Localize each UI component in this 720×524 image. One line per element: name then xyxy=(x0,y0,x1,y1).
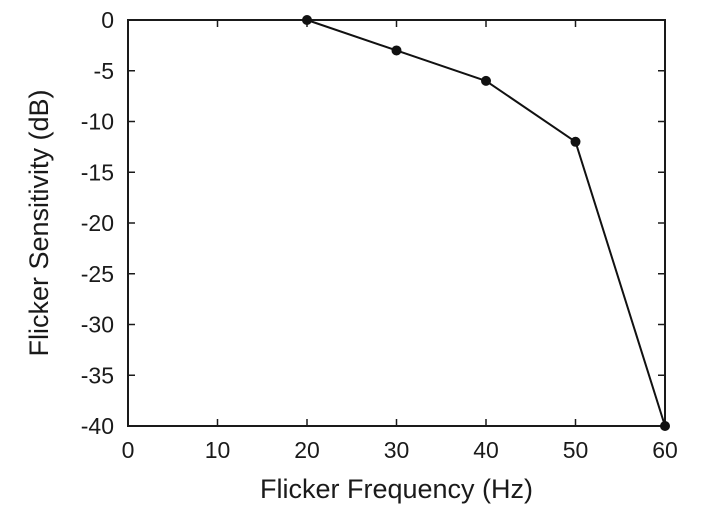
x-tick-label: 10 xyxy=(205,437,231,463)
y-tick-label: -25 xyxy=(81,261,114,287)
data-point xyxy=(570,136,581,147)
x-axis-title: Flicker Frequency (Hz) xyxy=(260,474,533,504)
y-tick-label: -30 xyxy=(81,312,114,338)
y-tick-label: -10 xyxy=(81,109,114,135)
x-tick-label: 40 xyxy=(473,437,499,463)
data-point xyxy=(481,75,491,86)
y-tick-label: 0 xyxy=(101,7,114,33)
x-tick-label: 0 xyxy=(122,437,135,463)
y-tick-label: -15 xyxy=(81,159,114,185)
y-tick-label: -35 xyxy=(81,362,114,388)
y-axis-title: Flicker Sensitivity (dB) xyxy=(24,89,54,356)
x-tick-label: 60 xyxy=(652,437,678,463)
plot-frame xyxy=(127,19,666,427)
y-tick-label: -5 xyxy=(94,58,114,84)
ticks-layer xyxy=(127,19,666,427)
x-tick-label: 20 xyxy=(294,437,320,463)
data-point xyxy=(302,15,312,25)
data-point xyxy=(391,45,402,56)
series-layer xyxy=(302,15,670,431)
data-point xyxy=(660,421,670,431)
x-tick-labels: 0 10 20 30 40 50 60 xyxy=(122,437,678,463)
y-tick-label: -20 xyxy=(81,210,114,236)
x-tick-label: 50 xyxy=(563,437,589,463)
y-tick-labels: 0 -5 -10 -15 -20 -25 -30 -35 -40 xyxy=(81,7,114,439)
x-tick-label: 30 xyxy=(384,437,410,463)
y-tick-label: -40 xyxy=(81,413,114,439)
